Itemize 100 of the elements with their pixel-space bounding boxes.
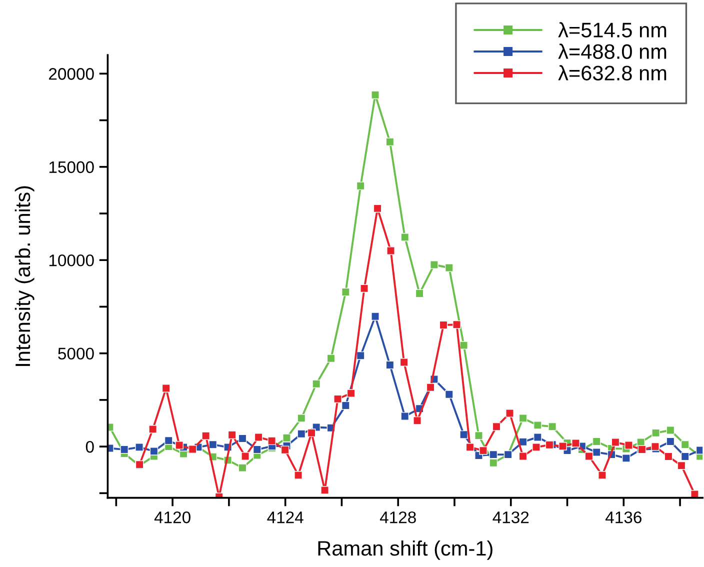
point bbox=[400, 412, 410, 420]
point bbox=[548, 422, 556, 431]
point bbox=[680, 440, 690, 449]
x-tick-label: 4120 bbox=[154, 511, 190, 524]
point bbox=[518, 414, 528, 422]
point bbox=[135, 443, 144, 452]
legend-label: λ=488.0 nm bbox=[558, 44, 666, 59]
point bbox=[558, 442, 567, 450]
point bbox=[282, 434, 291, 442]
point bbox=[400, 358, 408, 366]
y-tick-label: 15000 bbox=[49, 161, 94, 174]
point bbox=[489, 458, 498, 468]
point bbox=[611, 438, 620, 446]
point bbox=[666, 426, 675, 434]
point bbox=[622, 454, 630, 462]
point bbox=[426, 383, 435, 392]
point bbox=[518, 438, 528, 446]
point bbox=[320, 486, 329, 494]
point bbox=[386, 138, 394, 146]
point bbox=[651, 442, 660, 451]
point bbox=[334, 394, 342, 404]
point bbox=[690, 490, 699, 498]
point bbox=[386, 360, 394, 370]
point bbox=[439, 320, 448, 330]
point bbox=[592, 437, 601, 446]
point bbox=[326, 354, 336, 363]
x-tick-label: 4128 bbox=[380, 511, 416, 524]
legend-label: λ=632.8 nm bbox=[558, 65, 666, 80]
point bbox=[341, 288, 350, 296]
point bbox=[474, 431, 483, 440]
point bbox=[506, 409, 514, 418]
point bbox=[386, 246, 395, 255]
y-tick-label: 5000 bbox=[58, 348, 94, 360]
point bbox=[294, 471, 302, 480]
y-tick-label: 10000 bbox=[49, 254, 94, 266]
point bbox=[188, 445, 197, 454]
point bbox=[148, 425, 157, 434]
point bbox=[533, 433, 542, 442]
point bbox=[371, 312, 380, 321]
point bbox=[533, 421, 542, 430]
point bbox=[677, 461, 686, 470]
point bbox=[297, 430, 306, 438]
point bbox=[238, 434, 247, 443]
point bbox=[208, 440, 218, 449]
point bbox=[466, 443, 474, 452]
point bbox=[400, 232, 410, 242]
point bbox=[268, 436, 276, 446]
point bbox=[202, 432, 210, 440]
point bbox=[460, 430, 468, 439]
point bbox=[280, 446, 290, 454]
point bbox=[545, 440, 554, 450]
point bbox=[371, 90, 380, 100]
point bbox=[479, 446, 488, 455]
point bbox=[592, 448, 601, 456]
point bbox=[162, 384, 170, 392]
point bbox=[120, 445, 129, 454]
point bbox=[228, 430, 236, 440]
point bbox=[164, 436, 173, 445]
point bbox=[584, 452, 594, 460]
point bbox=[254, 433, 263, 442]
point bbox=[598, 471, 606, 480]
x-axis-title: Raman shift (cm-1) bbox=[318, 540, 492, 560]
y-axis-title: Intensity (arb. units) bbox=[14, 186, 34, 366]
point bbox=[636, 438, 646, 446]
point bbox=[307, 428, 316, 438]
point bbox=[696, 446, 703, 454]
x-tick-label: 4136 bbox=[605, 511, 642, 524]
point bbox=[444, 264, 454, 272]
point bbox=[346, 389, 356, 398]
point bbox=[532, 443, 540, 452]
point bbox=[430, 260, 438, 269]
point bbox=[360, 284, 368, 293]
point bbox=[356, 351, 365, 360]
x-tick-label: 4132 bbox=[492, 511, 529, 524]
point bbox=[241, 452, 250, 460]
point bbox=[373, 204, 382, 213]
point bbox=[492, 422, 501, 431]
point bbox=[356, 182, 365, 190]
point bbox=[489, 450, 498, 459]
point bbox=[312, 380, 321, 388]
point bbox=[664, 452, 673, 461]
point bbox=[624, 441, 633, 450]
y-tick-label: 20000 bbox=[49, 68, 94, 80]
point bbox=[175, 441, 184, 450]
point bbox=[415, 289, 424, 298]
point bbox=[460, 341, 468, 350]
point bbox=[452, 320, 461, 329]
y-tick-label: 0 bbox=[86, 440, 94, 453]
point bbox=[238, 464, 247, 472]
legend-label: λ=514.5 nm bbox=[558, 22, 666, 38]
point bbox=[518, 452, 528, 460]
x-tick-label: 4124 bbox=[267, 511, 304, 524]
point bbox=[150, 447, 158, 456]
point bbox=[413, 416, 422, 425]
point bbox=[252, 445, 262, 454]
point bbox=[572, 439, 580, 448]
point bbox=[297, 414, 306, 422]
point bbox=[444, 390, 454, 399]
point bbox=[341, 401, 350, 410]
point bbox=[652, 428, 660, 438]
